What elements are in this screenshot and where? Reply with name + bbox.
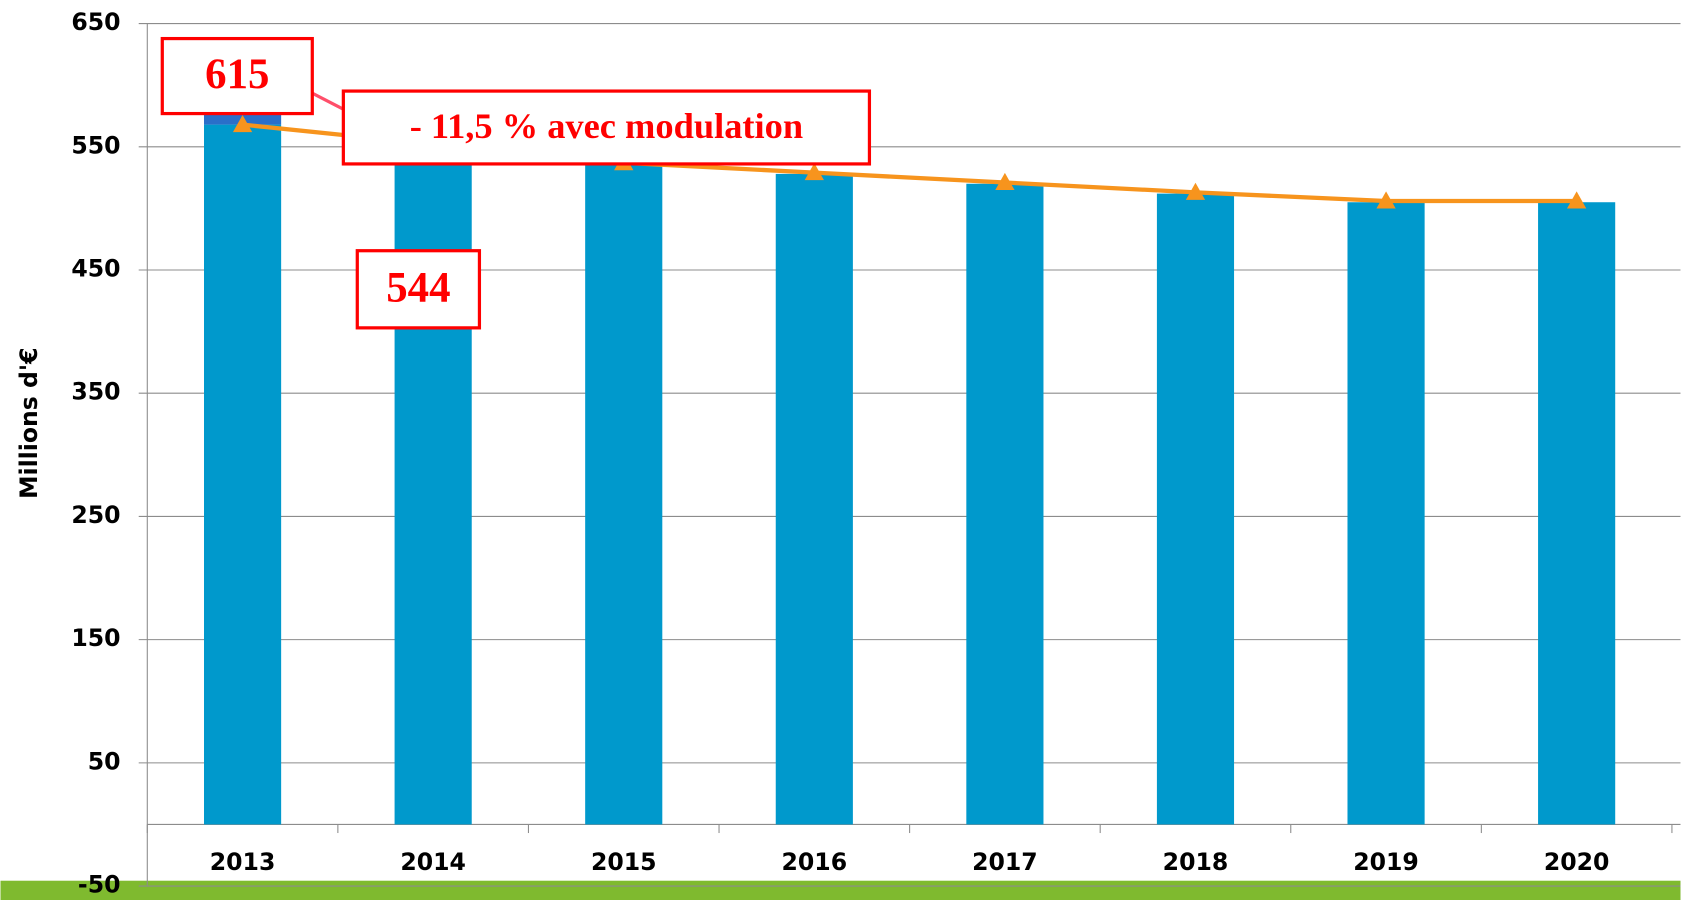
bar <box>585 162 663 825</box>
annotation-box <box>341 89 872 166</box>
y-tick-label: -50 <box>78 871 121 899</box>
bar <box>1156 193 1235 825</box>
y-tick-label: 150 <box>71 624 120 652</box>
x-tick-label: 2018 <box>1163 848 1229 876</box>
x-tick-label: 2015 <box>591 848 657 876</box>
annotation: - 11,5 % avec modulation <box>410 106 803 146</box>
annotation: 544 <box>386 264 450 311</box>
y-tick-label: 450 <box>71 255 120 283</box>
y-tick-label: 350 <box>71 378 120 406</box>
y-tick-label: 550 <box>71 131 120 159</box>
footer-band <box>0 880 1681 900</box>
bar <box>204 124 282 825</box>
x-tick-label: 2019 <box>1353 848 1419 876</box>
bar <box>1538 202 1616 825</box>
line-marker <box>1376 191 1396 209</box>
annotation: 615 <box>205 51 269 98</box>
bar <box>966 183 1044 825</box>
x-tick-label: 2014 <box>400 848 466 876</box>
x-tick-label: 2020 <box>1544 848 1610 876</box>
y-tick-label: 50 <box>88 747 121 775</box>
x-tick-label: 2013 <box>210 848 276 876</box>
annotation-connector <box>311 91 347 112</box>
line-marker <box>804 163 824 181</box>
y-tick-label: 650 <box>71 8 120 36</box>
x-tick-label: 2017 <box>972 848 1038 876</box>
annotation-box <box>160 36 314 116</box>
line-marker <box>1566 191 1587 209</box>
y-axis-label: Millions d'€ <box>15 348 43 499</box>
y-tick-label: 250 <box>71 501 120 529</box>
x-tick-label: 2016 <box>782 848 848 876</box>
annotation-box <box>355 249 482 330</box>
bar <box>775 173 853 825</box>
bar <box>1347 202 1425 825</box>
line-marker <box>1185 182 1206 200</box>
line-marker <box>995 172 1015 191</box>
line-marker <box>232 114 253 133</box>
